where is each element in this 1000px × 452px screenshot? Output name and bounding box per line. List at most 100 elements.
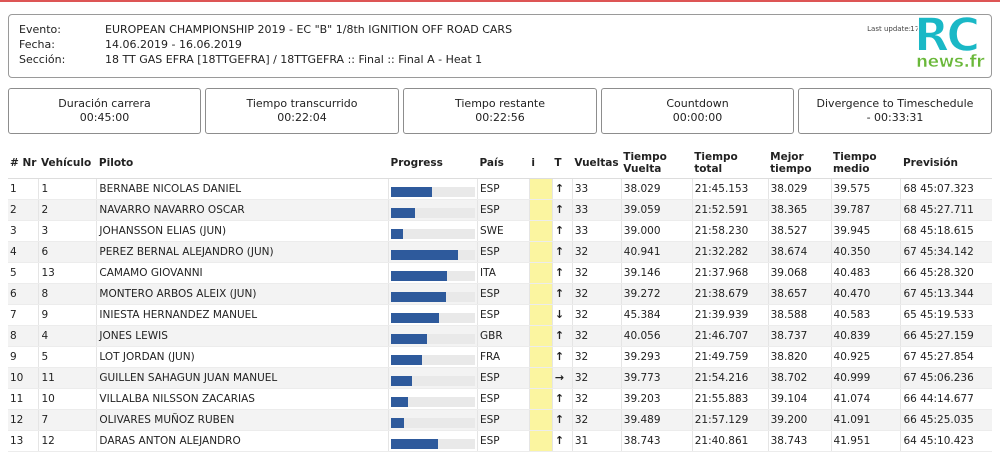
cell-info bbox=[528, 388, 553, 410]
cell-trend: ↑ bbox=[551, 283, 573, 305]
top-accent-line bbox=[0, 0, 1000, 2]
table-row[interactable]: 8 4 JONES LEWIS GBR ↑ 32 40.056 21:46.707 38.737… bbox=[8, 325, 992, 347]
table-row[interactable]: 9 5 LOT JORDAN (JUN) FRA ↑ 32 39.293 21:49.759 3… bbox=[8, 346, 992, 368]
progress-bar bbox=[391, 354, 475, 365]
col-header-avg-time[interactable]: Tiempo medio bbox=[831, 148, 901, 179]
cell-driver: DARAS ANTON ALEJANDRO bbox=[96, 430, 389, 452]
table-row[interactable]: 13 12 DARAS ANTON ALEJANDRO ESP ↑ 31 38.743 21:… bbox=[8, 430, 992, 452]
cell-laps: 32 bbox=[571, 367, 622, 389]
cell-avg-time: 41.091 bbox=[830, 409, 901, 431]
cell-position: 2 bbox=[8, 199, 39, 221]
col-header-best-time[interactable]: Mejor tiempo bbox=[768, 148, 832, 179]
cell-laps: 31 bbox=[571, 430, 622, 452]
col-header-forecast[interactable]: Previsión bbox=[900, 148, 992, 179]
progress-bar bbox=[391, 249, 475, 260]
date-value: 14.06.2019 - 16.06.2019 bbox=[105, 38, 242, 51]
col-header-trend[interactable]: T bbox=[552, 148, 573, 179]
table-row[interactable]: 5 13 CAMAMO GIOVANNI ITA ↑ 32 39.146 21:37.968 3… bbox=[8, 262, 992, 284]
cell-total-time: 21:39.939 bbox=[691, 304, 769, 326]
cell-vehicle: 5 bbox=[38, 346, 97, 368]
event-name: EUROPEAN CHAMPIONSHIP 2019 - EC "B" 1/8t… bbox=[105, 23, 513, 36]
cell-country: ESP bbox=[477, 178, 530, 200]
cell-trend: ↑ bbox=[551, 430, 573, 452]
progress-bar-fill bbox=[391, 270, 448, 281]
timer-value: - 00:33:31 bbox=[866, 111, 924, 124]
cell-trend: ↑ bbox=[551, 220, 573, 242]
cell-total-time: 21:38.679 bbox=[691, 283, 769, 305]
logo-news-text: news.fr bbox=[916, 52, 985, 73]
table-row[interactable]: 7 9 INIESTA HERNANDEZ MANUEL ESP ↓ 32 45.384 21… bbox=[8, 304, 992, 326]
rcnews-logo[interactable]: RC news.fr bbox=[912, 9, 990, 73]
cell-trend: ↑ bbox=[551, 262, 573, 284]
cell-trend: ↑ bbox=[551, 409, 573, 431]
cell-best-time: 38.657 bbox=[767, 283, 832, 305]
cell-position: 3 bbox=[8, 220, 39, 242]
progress-bar bbox=[391, 438, 475, 449]
cell-lap-time: 38.029 bbox=[620, 178, 693, 200]
timer-value: 00:22:04 bbox=[277, 111, 327, 124]
cell-position: 5 bbox=[8, 262, 39, 284]
cell-total-time: 21:57.129 bbox=[691, 409, 769, 431]
cell-laps: 32 bbox=[571, 241, 622, 263]
cell-laps: 32 bbox=[571, 388, 622, 410]
cell-progress bbox=[388, 178, 478, 200]
cell-best-time: 38.674 bbox=[767, 241, 832, 263]
cell-forecast: 65 45:19.533 bbox=[900, 304, 992, 326]
col-header-info[interactable]: i bbox=[529, 148, 553, 179]
cell-trend: ↑ bbox=[551, 388, 573, 410]
col-header-country[interactable]: País bbox=[477, 148, 530, 179]
cell-driver: VILLALBA NILSSON ZACARIAS bbox=[96, 388, 389, 410]
table-row[interactable]: 1 1 BERNABE NICOLAS DANIEL ESP ↑ 33 38.029 21:4… bbox=[8, 178, 992, 200]
timer-elapsed: Tiempo transcurrido 00:22:04 bbox=[205, 88, 399, 134]
cell-progress bbox=[388, 304, 478, 326]
col-header-laps[interactable]: Vueltas bbox=[572, 148, 622, 179]
progress-bar-fill bbox=[391, 354, 423, 365]
col-header-driver[interactable]: Piloto bbox=[96, 148, 389, 179]
progress-bar bbox=[391, 396, 475, 407]
cell-laps: 32 bbox=[571, 262, 622, 284]
col-header-total-time[interactable]: Tiempo total bbox=[692, 148, 769, 179]
cell-total-time: 21:52.591 bbox=[691, 199, 769, 221]
progress-bar bbox=[391, 270, 475, 281]
col-header-progress[interactable]: Progress bbox=[388, 148, 478, 179]
cell-info bbox=[528, 241, 553, 263]
date-label: Fecha: bbox=[19, 38, 55, 51]
col-header-vehicle[interactable]: Vehículo bbox=[38, 148, 97, 179]
cell-lap-time: 39.293 bbox=[620, 346, 693, 368]
cell-vehicle: 2 bbox=[38, 199, 97, 221]
cell-trend: ↑ bbox=[551, 346, 573, 368]
cell-forecast: 67 45:34.142 bbox=[900, 241, 992, 263]
header-row: # Nr Vehículo Piloto Progress País i T V… bbox=[8, 148, 992, 179]
timer-value: 00:45:00 bbox=[79, 111, 130, 124]
cell-progress bbox=[388, 325, 478, 347]
cell-country: ESP bbox=[477, 430, 530, 452]
cell-info bbox=[528, 283, 553, 305]
table-row[interactable]: 10 11 GUILLEN SAHAGUN JUAN MANUEL ESP → 32 39.… bbox=[8, 367, 992, 389]
cell-driver: CAMAMO GIOVANNI bbox=[96, 262, 389, 284]
table-row[interactable]: 4 6 PEREZ BERNAL ALEJANDRO (JUN) ESP ↑ 32 40.9… bbox=[8, 241, 992, 263]
table-row[interactable]: 11 10 VILLALBA NILSSON ZACARIAS ESP ↑ 32 39.20… bbox=[8, 388, 992, 410]
timer-label: Countdown bbox=[666, 97, 729, 110]
table-row[interactable]: 6 8 MONTERO ARBOS ALEIX (JUN) ESP ↑ 32 39.272 2… bbox=[8, 283, 992, 305]
cell-forecast: 68 45:27.711 bbox=[900, 199, 992, 221]
cell-progress bbox=[388, 283, 478, 305]
progress-bar-fill bbox=[391, 249, 459, 260]
cell-lap-time: 39.059 bbox=[620, 199, 693, 221]
progress-bar-fill bbox=[391, 396, 408, 407]
cell-avg-time: 40.839 bbox=[830, 325, 901, 347]
col-header-position[interactable]: # Nr bbox=[8, 148, 39, 179]
trend-arrow-icon: ↑ bbox=[554, 287, 565, 300]
table-row[interactable]: 12 7 OLIVARES MUÑOZ RUBEN ESP ↑ 32 39.489 21:57… bbox=[8, 409, 992, 431]
table-row[interactable]: 3 3 JOHANSSON ELIAS (JUN) SWE ↑ 33 39.000 21:58… bbox=[8, 220, 992, 242]
timer-label: Duración carrera bbox=[58, 97, 151, 110]
timer-divergence: Divergence to Timeschedule - 00:33:31 bbox=[798, 88, 992, 134]
col-header-lap-time[interactable]: Tiempo Vuelta bbox=[621, 148, 693, 179]
cell-forecast: 68 45:18.615 bbox=[900, 220, 992, 242]
cell-forecast: 66 44:14.677 bbox=[900, 388, 992, 410]
cell-total-time: 21:58.230 bbox=[691, 220, 769, 242]
cell-position: 12 bbox=[8, 409, 39, 431]
cell-progress bbox=[388, 346, 478, 368]
cell-progress bbox=[388, 388, 478, 410]
cell-avg-time: 41.951 bbox=[830, 430, 901, 452]
table-row[interactable]: 2 2 NAVARRO NAVARRO OSCAR ESP ↑ 33 39.059 21:52… bbox=[8, 199, 992, 221]
